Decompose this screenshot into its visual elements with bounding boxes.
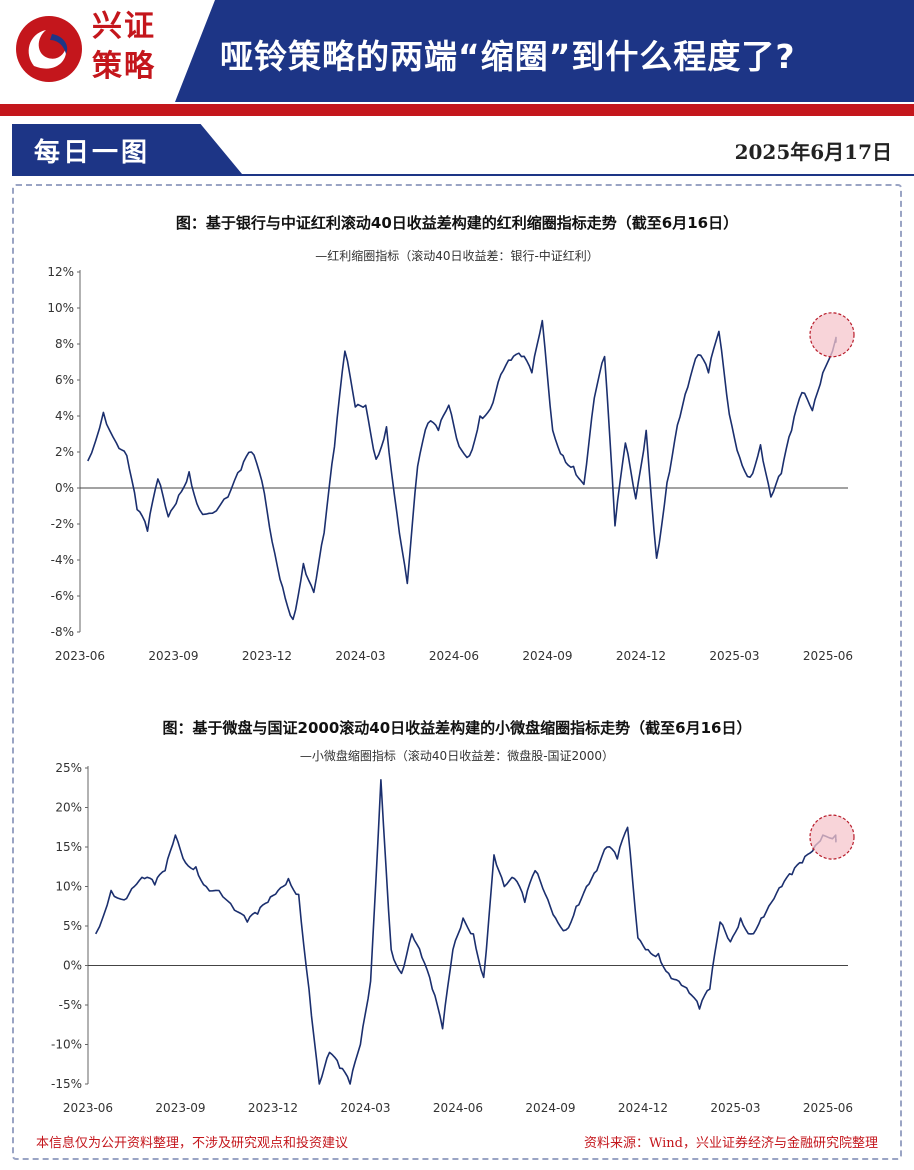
y-tick-label: 10% — [47, 301, 74, 315]
x-tick-label: 2024-06 — [433, 1101, 483, 1115]
brand-logo-icon — [16, 16, 82, 82]
y-tick-label: -15% — [51, 1077, 82, 1091]
y-tick-label: 4% — [55, 409, 74, 423]
chart-legend: —小微盘缩圈指标（滚动40日收益差：微盘股-国证2000） — [300, 748, 614, 763]
x-tick-label: 2024-03 — [335, 649, 385, 663]
title-banner — [175, 0, 914, 102]
x-tick-label: 2024-12 — [616, 649, 666, 663]
y-tick-label: -10% — [51, 1038, 82, 1052]
y-tick-label: -8% — [51, 625, 74, 639]
y-tick-label: 0% — [63, 959, 82, 973]
source-note: 资料来源：Wind，兴业证券经济与金融研究院整理 — [584, 1136, 878, 1151]
y-tick-label: 0% — [55, 481, 74, 495]
x-tick-label: 2023-12 — [242, 649, 292, 663]
daily-tag — [12, 124, 242, 174]
x-tick-label: 2023-12 — [248, 1101, 298, 1115]
brand-name-line1: 兴证 — [92, 9, 156, 44]
y-tick-label: 12% — [47, 265, 74, 279]
y-tick-label: -6% — [51, 589, 74, 603]
brand-name-line2: 策略 — [92, 49, 156, 84]
chart-title: 图：基于银行与中证红利滚动40日收益差构建的红利缩圈指标走势（截至6月16日） — [176, 214, 738, 232]
y-tick-label: 10% — [55, 880, 82, 894]
x-tick-label: 2025-03 — [710, 1101, 760, 1115]
y-tick-label: -2% — [51, 517, 74, 531]
latest-point-highlight — [809, 814, 855, 860]
y-tick-label: 20% — [55, 801, 82, 815]
page-title: 哑铃策略的两端“缩圈”到什么程度了? — [220, 37, 796, 76]
report-header: 兴证 策略 哑铃策略的两端“缩圈”到什么程度了? — [0, 0, 914, 104]
y-tick-label: 25% — [55, 761, 82, 775]
y-tick-label: 5% — [63, 919, 82, 933]
header-divider — [0, 104, 914, 116]
report-date: 2025年6月17日 — [734, 140, 892, 164]
series-line — [87, 319, 837, 621]
x-tick-label: 2023-06 — [55, 649, 105, 663]
subheader: 每日一图 2025年6月17日 — [12, 124, 914, 176]
x-tick-label: 2025-06 — [803, 1101, 853, 1115]
x-tick-label: 2024-03 — [340, 1101, 390, 1115]
chart-legend: —红利缩圈指标（滚动40日收益差：银行-中证红利） — [315, 248, 599, 263]
y-tick-label: 2% — [55, 445, 74, 459]
disclaimer: 本信息仅为公开资料整理，不涉及研究观点和投资建议 — [36, 1136, 349, 1151]
x-tick-label: 2024-06 — [429, 649, 479, 663]
y-tick-label: 8% — [55, 337, 74, 351]
x-tick-label: 2025-03 — [709, 649, 759, 663]
series-line — [94, 779, 837, 1085]
latest-point-highlight — [809, 312, 855, 358]
x-tick-label: 2023-09 — [155, 1101, 205, 1115]
daily-label: 每日一图 — [34, 138, 151, 168]
y-tick-label: -5% — [59, 998, 82, 1012]
x-tick-label: 2023-06 — [63, 1101, 113, 1115]
x-tick-label: 2025-06 — [803, 649, 853, 663]
x-tick-label: 2024-09 — [525, 1101, 575, 1115]
x-tick-label: 2024-12 — [618, 1101, 668, 1115]
x-tick-label: 2024-09 — [522, 649, 572, 663]
y-tick-label: -4% — [51, 553, 74, 567]
y-tick-label: 6% — [55, 373, 74, 387]
y-tick-label: 15% — [55, 840, 82, 854]
content-frame — [12, 184, 902, 1160]
x-tick-label: 2023-09 — [148, 649, 198, 663]
chart-title: 图：基于微盘与国证2000滚动40日收益差构建的小微盘缩圈指标走势（截至6月16… — [163, 719, 752, 737]
